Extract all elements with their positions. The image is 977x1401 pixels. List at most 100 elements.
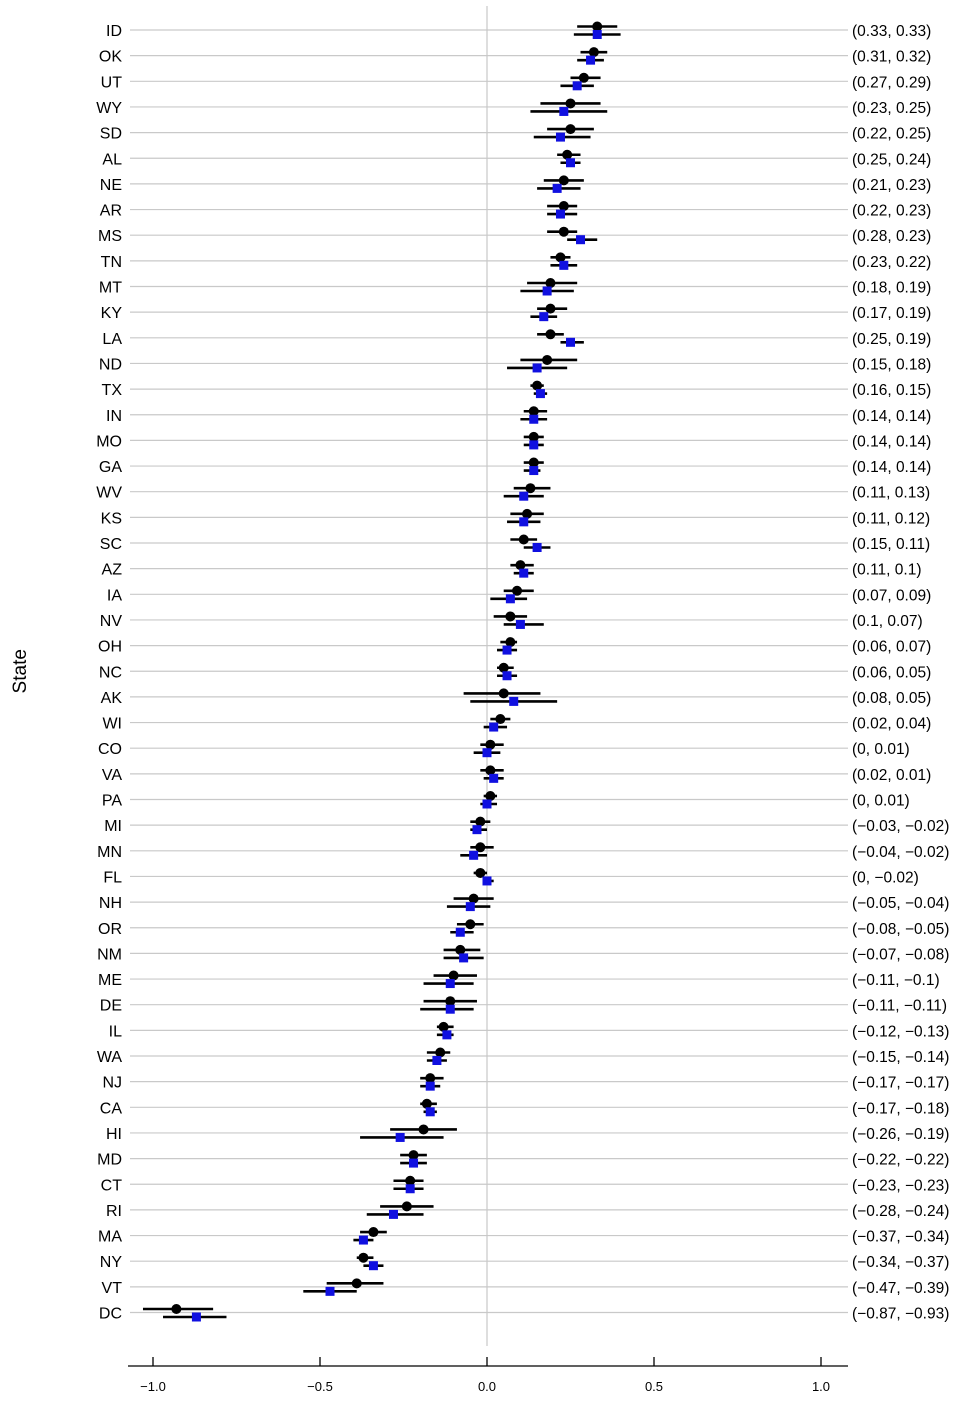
estimate-pair-label-wi: (0.02, 0.04): [852, 716, 931, 733]
blue-point-mn: [469, 850, 479, 860]
state-label-ky: KY: [101, 305, 123, 322]
state-label-or: OR: [98, 921, 122, 938]
blue-point-oh: [502, 645, 512, 655]
estimate-pair-label-ia: (0.07, 0.09): [852, 587, 931, 604]
blue-point-ok: [586, 55, 596, 65]
state-label-co: CO: [98, 741, 122, 758]
blue-point-mo: [529, 440, 539, 450]
estimate-pair-label-sd: (0.22, 0.25): [852, 126, 931, 143]
blue-point-or: [455, 927, 465, 937]
black-point-nm: [455, 944, 466, 955]
estimate-pair-label-mi: (−0.03, −0.02): [852, 818, 949, 835]
blue-point-ut: [572, 81, 582, 91]
blue-point-ne: [552, 183, 562, 193]
black-point-id: [592, 21, 603, 32]
state-label-ma: MA: [98, 1229, 122, 1246]
black-point-ak: [498, 688, 509, 699]
black-point-hi: [418, 1124, 429, 1135]
estimate-pair-label-or: (−0.08, −0.05): [852, 921, 949, 938]
blue-point-ky: [539, 312, 549, 322]
x-tick-label-3: 0.5: [645, 1379, 663, 1394]
black-point-ia: [512, 585, 523, 596]
state-label-sc: SC: [100, 536, 122, 553]
estimate-pair-label-ma: (−0.37, −0.34): [852, 1229, 949, 1246]
estimate-pair-label-md: (−0.22, −0.22): [852, 1152, 949, 1169]
blue-point-ma: [358, 1235, 368, 1245]
estimate-pair-label-mt: (0.18, 0.19): [852, 280, 931, 297]
black-point-me: [448, 970, 459, 981]
black-point-ne: [558, 175, 569, 186]
estimate-pair-label-ok: (0.31, 0.32): [852, 49, 931, 66]
black-point-wa: [435, 1047, 446, 1058]
blue-point-me: [445, 979, 455, 989]
estimate-pair-label-ny: (−0.34, −0.37): [852, 1254, 949, 1271]
state-label-tn: TN: [101, 254, 122, 271]
estimate-pair-label-ak: (0.08, 0.05): [852, 690, 931, 707]
blue-point-wy: [559, 106, 569, 116]
black-point-sd: [565, 124, 576, 135]
blue-point-nj: [425, 1081, 435, 1091]
black-point-mt: [545, 278, 556, 288]
black-point-ut: [578, 72, 589, 83]
state-label-ak: AK: [101, 690, 123, 707]
state-label-md: MD: [97, 1152, 122, 1169]
blue-point-al: [566, 158, 575, 168]
estimate-pair-label-il: (−0.12, −0.13): [852, 1023, 949, 1040]
black-point-wi: [495, 714, 506, 725]
state-label-mt: MT: [99, 280, 122, 297]
blue-point-co: [482, 748, 492, 758]
blue-point-md: [409, 1158, 419, 1168]
estimate-pair-label-ms: (0.28, 0.23): [852, 228, 931, 245]
black-point-wy: [565, 98, 576, 109]
blue-point-pa: [482, 799, 492, 809]
estimate-pair-label-nv: (0.1, 0.07): [852, 613, 923, 630]
black-point-vt: [351, 1278, 362, 1289]
black-point-pa: [485, 791, 496, 801]
state-label-nm: NM: [97, 946, 122, 963]
state-label-mi: MI: [104, 818, 122, 835]
state-label-fl: FL: [103, 869, 122, 886]
estimate-pair-label-ri: (−0.28, −0.24): [852, 1203, 949, 1220]
state-label-wy: WY: [96, 100, 122, 117]
blue-point-az: [519, 568, 529, 578]
state-label-sd: SD: [100, 126, 122, 143]
black-point-mo: [528, 431, 539, 442]
interval-marks: [142, 21, 621, 1322]
estimate-pair-label-ca: (−0.17, −0.18): [852, 1100, 949, 1117]
state-label-hi: HI: [106, 1126, 122, 1143]
blue-point-wa: [432, 1056, 442, 1065]
estimate-pair-label-al: (0.25, 0.24): [852, 151, 931, 168]
estimate-pair-label-la: (0.25, 0.19): [852, 331, 931, 348]
estimate-pair-label-co: (0, 0.01): [852, 741, 910, 758]
state-label-wi: WI: [102, 716, 122, 733]
black-point-or: [465, 919, 476, 930]
state-label-nj: NJ: [102, 1075, 122, 1092]
state-label-ne: NE: [100, 177, 122, 194]
state-label-nd: ND: [99, 356, 122, 373]
state-label-va: VA: [102, 767, 122, 784]
black-point-va: [485, 765, 496, 776]
state-label-oh: OH: [98, 639, 122, 656]
estimate-pair-label-ne: (0.21, 0.23): [852, 177, 931, 194]
estimate-pair-label-ks: (0.11, 0.12): [852, 510, 930, 527]
blue-point-nh: [465, 902, 475, 912]
state-label-ks: KS: [101, 510, 122, 527]
blue-point-sc: [532, 543, 542, 552]
y-axis-title: State: [10, 649, 31, 693]
blue-point-ia: [505, 594, 515, 604]
blue-point-fl: [482, 876, 492, 886]
row-labels: ID (0.33, 0.33) OK (0.31, 0.32) UT (0.27, 0.2…: [96, 23, 949, 1323]
black-point-tx: [532, 380, 543, 391]
black-point-ca: [421, 1098, 432, 1109]
state-label-wa: WA: [97, 1049, 123, 1066]
black-point-ms: [558, 226, 569, 237]
black-point-az: [515, 560, 526, 571]
estimate-pair-label-wy: (0.23, 0.25): [852, 100, 931, 117]
black-point-ny: [358, 1252, 369, 1263]
state-label-ct: CT: [101, 1177, 123, 1194]
estimate-pair-label-dc: (−0.87, −0.93): [852, 1306, 949, 1323]
blue-point-dc: [191, 1312, 201, 1322]
black-point-fl: [475, 867, 486, 878]
blue-point-mt: [542, 286, 552, 296]
state-label-ar: AR: [100, 203, 122, 220]
